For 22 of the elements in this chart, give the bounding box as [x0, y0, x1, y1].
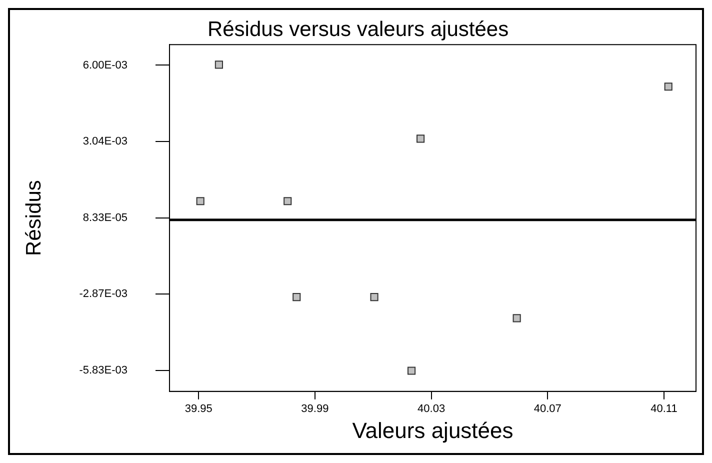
y-tick-label: 3.04E-03: [82, 136, 128, 148]
y-tick-label: -5.83E-03: [79, 364, 128, 376]
point: [370, 292, 378, 302]
x-axis-title: Valeurs ajustées: [352, 418, 514, 443]
x-tick-label: 39.95: [184, 403, 212, 416]
y-axis-title: Résidus: [22, 180, 46, 256]
y-tick-label: -2.87E-03: [79, 288, 128, 300]
point: [664, 82, 672, 91]
point: [416, 134, 425, 143]
point: [214, 60, 223, 69]
x-tick-label: 40.03: [418, 403, 446, 416]
point: [196, 197, 204, 206]
point: [292, 292, 301, 302]
x-tick-label: 40.11: [650, 403, 678, 416]
x-tick-label: 40.07: [534, 403, 562, 416]
y-tick-label: 6.00E-03: [82, 59, 128, 72]
x-tick-label: 39.99: [301, 403, 329, 416]
point: [512, 314, 521, 322]
point: [284, 197, 292, 206]
chart-title: Résidus versus valeurs ajustées: [207, 18, 509, 41]
point: [407, 366, 416, 375]
y-tick-label: 8.33E-05: [82, 212, 128, 224]
